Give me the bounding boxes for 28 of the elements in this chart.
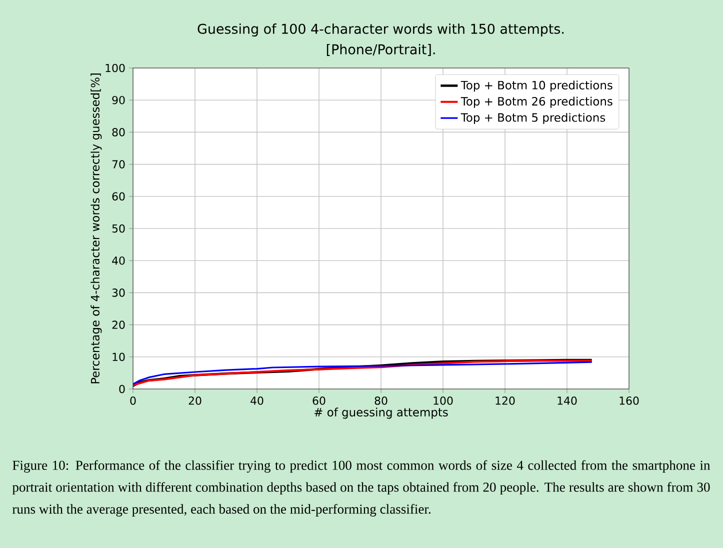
legend-label: Top + Botm 5 predictions — [460, 112, 606, 124]
y-tick-label: 0 — [119, 384, 125, 394]
x-tick-label: 40 — [250, 396, 264, 405]
y-tick-label: 80 — [112, 128, 125, 136]
x-axis-title: # of guessing attempts — [314, 408, 448, 419]
legend-label: Top + Botm 26 predictions — [460, 96, 612, 108]
y-tick-label: 10 — [112, 352, 125, 362]
x-tick-label: 160 — [620, 396, 639, 405]
x-tick-label: 100 — [434, 396, 453, 405]
chart-title: Guessing of 100 4-character words with 150 attempts. — [198, 23, 564, 36]
x-tick-label: 80 — [374, 396, 388, 405]
y-tick-label: 100 — [106, 64, 125, 72]
y-tick-label: 20 — [112, 320, 125, 329]
y-tick-label: 60 — [112, 192, 125, 201]
y-tick-label: 50 — [112, 224, 125, 233]
y-tick-label: 40 — [112, 256, 125, 265]
caption: Figure 10: Performance of the classifier trying to predict 100 most common words of size 4 collected from the smartphone in portrait orientation with different combination depths based on the taps obtained from 20 people. The results are shown from 30 runs with the average presented, each based on the mid-performing classifier. — [12, 460, 710, 516]
y-tick-label: 30 — [112, 288, 125, 297]
x-tick-label: 140 — [558, 396, 577, 405]
y-axis-title: Percentage of 4-character words correctly guessed[%] — [90, 74, 102, 384]
x-tick-label: 0 — [130, 396, 136, 405]
y-tick-label: 70 — [112, 160, 125, 168]
x-tick-label: 120 — [496, 396, 515, 405]
y-tick-label: 90 — [112, 96, 125, 104]
chart-subtitle: [Phone/Portrait]. — [326, 44, 435, 56]
legend-label: Top + Botm 10 predictions — [460, 80, 612, 92]
x-tick-label: 20 — [188, 396, 202, 405]
x-tick-label: 60 — [312, 396, 326, 405]
